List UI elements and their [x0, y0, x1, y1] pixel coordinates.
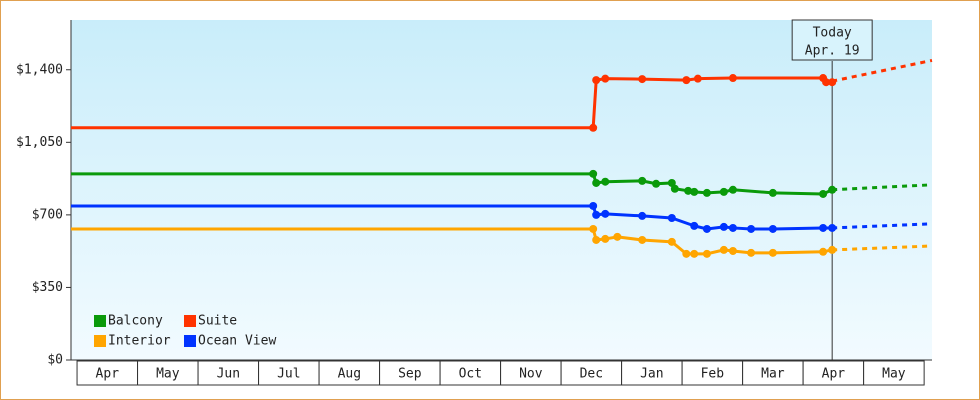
month-cell — [197, 360, 260, 386]
today-label: Today — [813, 26, 852, 41]
price-point — [690, 187, 699, 196]
today-box — [791, 19, 873, 61]
price-point — [638, 176, 647, 185]
price-point — [589, 224, 598, 233]
price-point — [693, 74, 702, 83]
price-point — [728, 185, 737, 194]
price-point — [702, 249, 711, 258]
month-cell — [76, 360, 139, 386]
price-point — [592, 178, 601, 187]
price-point — [601, 177, 610, 186]
price-point — [670, 184, 679, 193]
price-point — [638, 211, 647, 220]
price-point — [719, 245, 728, 254]
price-point — [589, 201, 598, 210]
price-point — [728, 223, 737, 232]
month-cell — [863, 360, 925, 386]
x-tick-label: Jan — [640, 367, 663, 382]
price-point — [822, 78, 831, 87]
y-tick-label: $350 — [32, 280, 63, 295]
x-tick-label: May — [156, 367, 180, 382]
legend-swatch — [184, 315, 196, 327]
x-tick-label: Apr — [822, 367, 846, 382]
price-point — [719, 187, 728, 196]
price-point — [592, 235, 601, 244]
x-tick-label: Nov — [519, 367, 543, 382]
forecast-line — [831, 58, 933, 83]
price-point — [638, 235, 647, 244]
x-tick-label: Jun — [217, 367, 240, 382]
price-point — [819, 189, 828, 198]
price-point — [592, 76, 601, 85]
month-cell — [258, 360, 320, 386]
price-point — [819, 247, 828, 256]
x-tick-label: May — [882, 367, 906, 382]
legend-label: Suite — [198, 314, 237, 329]
x-tick-label: Sep — [398, 367, 422, 382]
y-tick-label: $700 — [32, 207, 63, 222]
month-cell — [802, 360, 865, 386]
legend-label: Balcony — [108, 314, 163, 329]
price-point — [728, 246, 737, 255]
forecast-line — [832, 183, 933, 192]
x-tick-label: Jul — [277, 367, 300, 382]
x-tick-label: Feb — [701, 367, 725, 382]
price-point — [589, 169, 598, 178]
month-cell — [681, 360, 744, 386]
price-point — [819, 223, 828, 232]
price-point — [682, 76, 691, 85]
month-cell — [379, 360, 441, 386]
price-point — [747, 248, 756, 257]
x-tick-label: Apr — [96, 367, 120, 382]
price-point — [667, 237, 676, 246]
month-cell — [137, 360, 199, 386]
legend-swatch — [94, 335, 106, 347]
legend-label: Ocean View — [198, 334, 276, 349]
price-point — [667, 213, 676, 222]
y-tick-label: $1,400 — [16, 62, 63, 77]
x-tick-label: Mar — [761, 367, 785, 382]
x-tick-label: Dec — [580, 367, 603, 382]
price-point — [768, 224, 777, 233]
legend-swatch — [184, 335, 196, 347]
legend-swatch — [94, 315, 106, 327]
price-point — [768, 188, 777, 197]
legend-label: Interior — [108, 334, 171, 349]
y-tick-label: $1,050 — [16, 135, 63, 150]
price-point — [747, 224, 756, 233]
price-point — [719, 222, 728, 231]
y-tick-label: $0 — [47, 353, 63, 368]
price-point — [589, 123, 598, 132]
price-point — [613, 232, 622, 241]
price-line — [71, 172, 833, 196]
price-point — [768, 248, 777, 257]
price-point — [592, 210, 601, 219]
forecast-line — [832, 222, 933, 230]
month-cell — [560, 360, 623, 386]
price-point — [601, 209, 610, 218]
month-cell — [318, 360, 381, 386]
forecast-line — [832, 244, 933, 252]
plot-area — [71, 20, 932, 360]
price-point — [652, 179, 661, 188]
x-tick-label: Oct — [459, 367, 482, 382]
price-point — [702, 188, 711, 197]
price-point — [601, 74, 610, 83]
price-point — [690, 221, 699, 230]
price-point — [728, 74, 737, 83]
price-point — [638, 75, 647, 84]
x-tick-label: Aug — [338, 367, 361, 382]
price-point — [682, 249, 691, 258]
today-date: Apr. 19 — [805, 44, 860, 59]
price-point — [601, 234, 610, 243]
price-point — [684, 186, 693, 195]
price-point — [690, 249, 699, 258]
price-point — [702, 224, 711, 233]
